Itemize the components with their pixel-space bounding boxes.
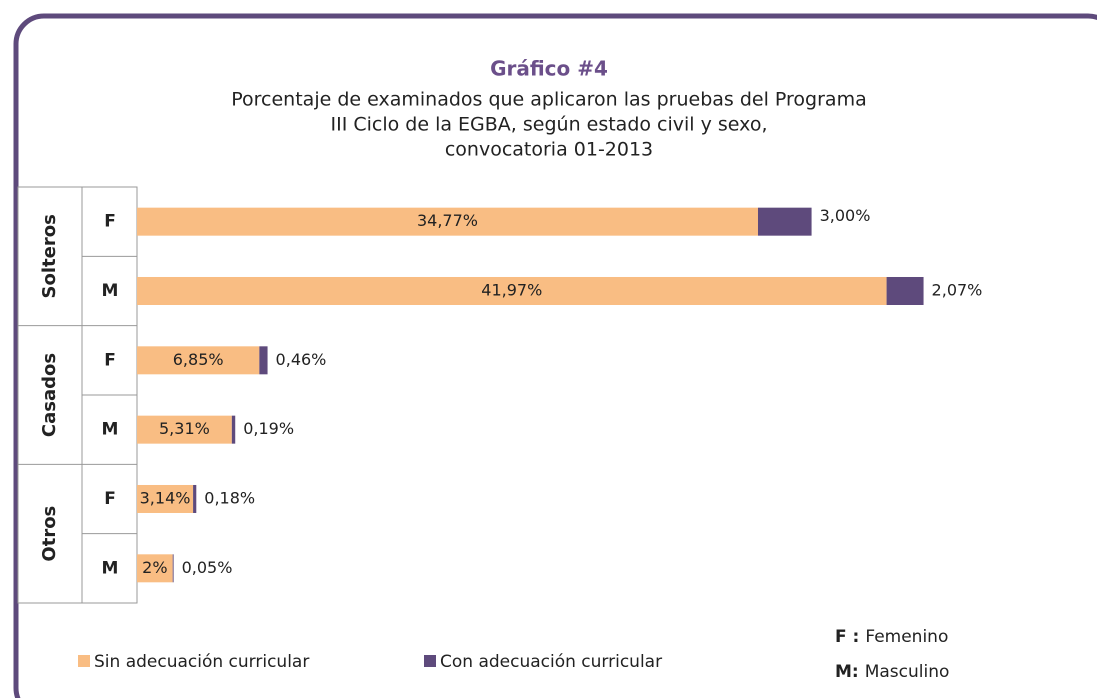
value-label: 5,31%: [159, 419, 210, 438]
group-label: Solteros: [39, 214, 60, 298]
key-entry: M: Masculino: [835, 662, 949, 682]
bar-segment: [137, 554, 173, 583]
value-label: 6,85%: [173, 350, 224, 369]
chart-subtitle: convocatoria 01-2013: [445, 139, 653, 161]
bar-segment: [193, 484, 197, 513]
bar-segment: [259, 346, 268, 375]
bar-segment: [137, 207, 758, 236]
key-entry: F : Femenino: [835, 627, 948, 647]
value-label: 2%: [142, 558, 167, 577]
group-label: Casados: [39, 353, 60, 437]
key-code: F :: [835, 627, 859, 647]
value-label: 41,97%: [481, 280, 542, 299]
value-label: 0,46%: [276, 350, 327, 369]
legend-label: Sin adecuación curricular: [94, 652, 309, 672]
category-label: F: [104, 212, 116, 232]
value-label: 3,00%: [820, 206, 871, 225]
key-text: Femenino: [865, 627, 948, 647]
chart-subtitle: Porcentaje de examinados que aplicaron l…: [231, 89, 866, 111]
frame: [13, 13, 1097, 698]
bar-segment: [886, 276, 924, 305]
bar-segment: [757, 207, 812, 236]
bar-segment: [137, 484, 194, 513]
key-text: Masculino: [865, 662, 950, 682]
bar-segment: [231, 415, 236, 444]
value-label: 0,18%: [204, 488, 255, 507]
category-label: F: [104, 350, 116, 370]
legend-swatch: [78, 655, 90, 667]
chart-subtitle: III Ciclo de la EGBA, según estado civil…: [331, 114, 768, 136]
category-label: F: [104, 489, 116, 509]
category-label: M: [102, 420, 119, 440]
chart-title: Gráfico #4: [490, 57, 608, 81]
value-label: 2,07%: [932, 280, 983, 299]
category-label: M: [102, 281, 119, 301]
key-code: M:: [835, 662, 859, 682]
group-label: Otros: [39, 506, 60, 562]
bar-segment: [137, 415, 232, 444]
legend-swatch: [424, 655, 436, 667]
bar-segment: [172, 554, 174, 583]
value-label: 0,05%: [182, 558, 233, 577]
value-label: 3,14%: [140, 488, 191, 507]
value-label: 0,19%: [243, 419, 294, 438]
value-label: 34,77%: [417, 211, 478, 230]
category-label: M: [102, 558, 119, 578]
bar-segment: [137, 346, 260, 375]
bar-segment: [137, 276, 887, 305]
legend-label: Con adecuación curricular: [440, 652, 662, 672]
